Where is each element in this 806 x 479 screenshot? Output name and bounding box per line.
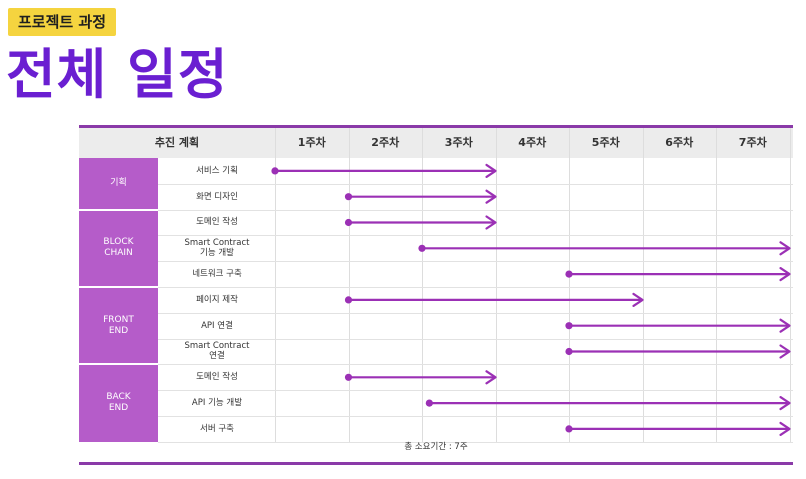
header-week-7: 7주차 bbox=[738, 136, 767, 149]
row-divider bbox=[158, 235, 793, 237]
group-separator bbox=[79, 208, 158, 211]
total-duration: 총 소요기간 : 7주 bbox=[404, 442, 468, 452]
week-divider bbox=[348, 128, 350, 442]
task-label: 네트워크 구축 bbox=[192, 269, 242, 280]
week-divider bbox=[422, 128, 423, 442]
week-divider bbox=[569, 128, 570, 442]
arrow-start-dot bbox=[344, 218, 353, 227]
task-arrow bbox=[418, 241, 791, 256]
row-divider bbox=[158, 338, 793, 340]
group-label: FRONT END bbox=[79, 287, 158, 365]
task-arrow bbox=[565, 318, 791, 333]
task-label: 서버 구축 bbox=[200, 423, 234, 434]
table-bottom-border bbox=[79, 462, 793, 465]
row-divider bbox=[158, 261, 793, 263]
task-label: 도메인 작성 bbox=[196, 372, 238, 383]
task-arrow bbox=[271, 163, 497, 179]
row-divider bbox=[158, 441, 793, 443]
row-divider bbox=[158, 364, 793, 366]
arrow-head bbox=[779, 318, 791, 333]
task-label: 서비스 기획 bbox=[196, 165, 238, 176]
arrow-start-dot bbox=[425, 399, 433, 407]
task-arrow bbox=[344, 189, 497, 204]
arrow-head bbox=[485, 215, 497, 230]
arrow-start-dot bbox=[565, 347, 573, 356]
arrow-head bbox=[779, 267, 791, 282]
arrow-start-dot bbox=[565, 425, 573, 433]
task-arrow bbox=[565, 344, 791, 359]
task-arrow bbox=[565, 267, 791, 282]
arrow-head bbox=[632, 292, 644, 307]
row-divider bbox=[158, 209, 793, 211]
task-arrow bbox=[425, 396, 791, 411]
arrow-head bbox=[779, 421, 791, 436]
arrow-head bbox=[779, 344, 791, 359]
task-arrow bbox=[344, 370, 497, 385]
row-divider bbox=[158, 312, 793, 314]
row-divider bbox=[158, 183, 793, 185]
arrow-head bbox=[485, 189, 497, 204]
arrow-start-dot bbox=[344, 296, 353, 304]
group-separator bbox=[79, 363, 158, 366]
header-week-6: 6주차 bbox=[665, 136, 694, 149]
header-plan-label: 추진 계획 bbox=[154, 136, 200, 149]
task-arrow bbox=[344, 215, 497, 230]
arrow-head bbox=[485, 163, 497, 179]
row-divider bbox=[158, 287, 793, 288]
row-divider bbox=[158, 416, 793, 417]
arrow-head bbox=[779, 396, 791, 411]
arrow-start-dot bbox=[344, 373, 353, 381]
task-label: 도메인 작성 bbox=[196, 217, 238, 228]
group-label: 기획 bbox=[79, 158, 158, 210]
arrow-head bbox=[485, 370, 497, 385]
task-arrow bbox=[565, 421, 791, 436]
arrow-start-dot bbox=[565, 270, 573, 278]
group-separator bbox=[79, 286, 158, 288]
week-divider bbox=[642, 128, 644, 442]
task-label: Smart Contract 기능 개발 bbox=[184, 238, 250, 259]
timeline-arrows bbox=[271, 163, 791, 436]
task-label: 화면 디자인 bbox=[196, 191, 238, 202]
task-label: Smart Contract 연결 bbox=[184, 341, 250, 362]
arrow-start-dot bbox=[418, 244, 426, 252]
group-label: BACK END bbox=[79, 364, 158, 442]
group-label: BLOCK CHAIN bbox=[79, 209, 158, 287]
task-label: 페이지 제작 bbox=[196, 294, 238, 305]
page-title: 전체 일정 bbox=[6, 43, 229, 106]
table-header: 추진 계획 1주차 2주차 3주차 4주차 5주차 6주차 7주차 bbox=[79, 128, 793, 158]
arrow-start-dot bbox=[271, 167, 279, 175]
week-divider bbox=[495, 128, 497, 442]
arrow-start-dot bbox=[565, 322, 573, 330]
header-week-3: 3주차 bbox=[444, 136, 473, 149]
table-top-border bbox=[79, 125, 793, 128]
header-week-2: 2주차 bbox=[371, 136, 400, 149]
header-week-5: 5주차 bbox=[591, 136, 620, 149]
header-week-4: 4주차 bbox=[518, 136, 547, 149]
row-divider bbox=[158, 390, 793, 392]
task-arrow bbox=[344, 292, 644, 307]
task-label: API 연결 bbox=[201, 320, 233, 331]
arrow-start-dot bbox=[344, 193, 353, 201]
section-badge: 프로젝트 과정 bbox=[8, 8, 117, 36]
week-divider bbox=[716, 128, 717, 442]
arrow-head bbox=[779, 241, 791, 256]
task-label: API 기능 개발 bbox=[191, 398, 243, 409]
week-divider bbox=[275, 128, 276, 442]
week-divider bbox=[789, 128, 791, 442]
header-week-1: 1주차 bbox=[297, 136, 326, 149]
